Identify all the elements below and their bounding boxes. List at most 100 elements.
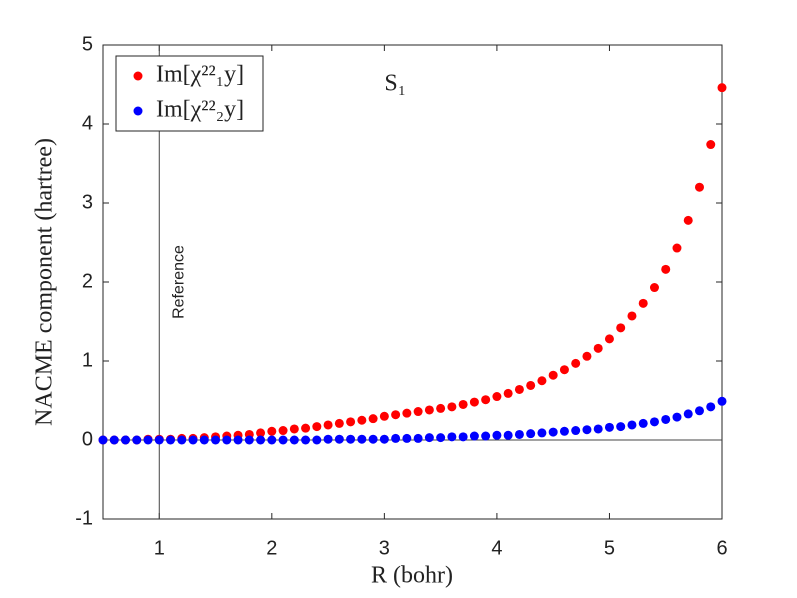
x-tick-label: 4 xyxy=(491,537,502,559)
point xyxy=(503,430,513,440)
point xyxy=(638,298,648,308)
point xyxy=(526,429,536,439)
point xyxy=(469,431,479,441)
point xyxy=(694,182,704,192)
point xyxy=(627,311,637,321)
point xyxy=(402,433,412,443)
point xyxy=(312,422,322,432)
legend-marker xyxy=(133,106,143,116)
point xyxy=(289,424,299,434)
point xyxy=(447,432,457,442)
y-tick-label: 4 xyxy=(82,112,93,134)
point xyxy=(481,431,491,441)
point xyxy=(143,435,153,445)
x-tick-label: 6 xyxy=(716,537,727,559)
point xyxy=(379,411,389,421)
point xyxy=(649,283,659,293)
point xyxy=(424,433,434,443)
point xyxy=(267,435,277,445)
point xyxy=(447,402,457,412)
point xyxy=(301,423,311,433)
point xyxy=(492,430,502,440)
point xyxy=(334,418,344,428)
point xyxy=(672,412,682,422)
point xyxy=(582,351,592,361)
point xyxy=(537,428,547,438)
point xyxy=(649,417,659,427)
point xyxy=(334,434,344,444)
point xyxy=(717,396,727,406)
point xyxy=(211,435,221,445)
point xyxy=(391,410,401,420)
point xyxy=(368,434,378,444)
point xyxy=(244,435,254,445)
point xyxy=(503,388,513,398)
point xyxy=(469,397,479,407)
point xyxy=(278,426,288,436)
point xyxy=(694,406,704,416)
point xyxy=(256,428,266,438)
point xyxy=(458,399,468,409)
point xyxy=(717,83,727,93)
point xyxy=(98,435,108,445)
point xyxy=(413,433,423,443)
point xyxy=(559,426,569,436)
point xyxy=(548,370,558,380)
point xyxy=(638,418,648,428)
point xyxy=(436,433,446,443)
point xyxy=(289,435,299,445)
y-tick-label: -1 xyxy=(75,507,93,529)
point xyxy=(526,380,536,390)
point xyxy=(481,395,491,405)
point xyxy=(582,425,592,435)
point xyxy=(571,358,581,368)
x-tick-label: 3 xyxy=(379,537,390,559)
point xyxy=(368,414,378,424)
point xyxy=(402,408,412,418)
point xyxy=(199,435,209,445)
legend-marker xyxy=(133,71,143,81)
y-tick-label: 1 xyxy=(82,349,93,371)
point xyxy=(323,434,333,444)
point xyxy=(357,434,367,444)
point xyxy=(109,435,119,445)
point xyxy=(548,427,558,437)
point xyxy=(559,365,569,375)
point xyxy=(391,433,401,443)
y-tick-label: 2 xyxy=(82,270,93,292)
point xyxy=(346,417,356,427)
y-tick-label: 3 xyxy=(82,191,93,213)
point xyxy=(604,334,614,344)
point xyxy=(604,422,614,432)
point xyxy=(379,434,389,444)
point xyxy=(233,435,243,445)
legend-label: Im[χ²²₁y] xyxy=(156,62,244,88)
point xyxy=(256,435,266,445)
point xyxy=(514,384,524,394)
point xyxy=(301,435,311,445)
point xyxy=(616,323,626,333)
point xyxy=(706,140,716,150)
point xyxy=(177,435,187,445)
point xyxy=(346,434,356,444)
point xyxy=(683,215,693,225)
point xyxy=(706,402,716,412)
point xyxy=(312,435,322,445)
y-tick-label: 0 xyxy=(82,428,93,450)
point xyxy=(436,403,446,413)
point xyxy=(593,343,603,353)
x-tick-label: 5 xyxy=(604,537,615,559)
point xyxy=(278,435,288,445)
point xyxy=(357,415,367,425)
point xyxy=(616,422,626,432)
point xyxy=(132,435,142,445)
x-axis-label: R (bohr) xyxy=(371,563,453,589)
x-tick-label: 1 xyxy=(154,537,165,559)
point xyxy=(627,420,637,430)
point xyxy=(661,264,671,274)
point xyxy=(267,426,277,436)
point xyxy=(188,435,198,445)
y-axis-label: NACME component (hartree) xyxy=(32,138,58,426)
point xyxy=(222,435,232,445)
